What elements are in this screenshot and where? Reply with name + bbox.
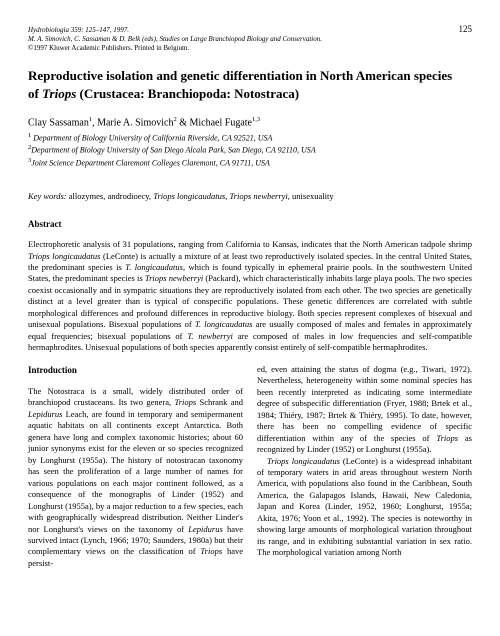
abstract-heading: Abstract [28,219,472,229]
editors-line: M. A. Simovich, C. Sassaman & D. Belk (e… [28,35,322,44]
intro-para-left: The Notostraca is a small, widely distri… [28,386,243,570]
intro-para-right-2: Triops longicaudatus (LeConte) is a wide… [257,456,472,559]
affiliation-2: 2Department of Biology University of San… [28,144,472,156]
intro-para-right-1: ed, even attaining the status of dogma (… [257,364,472,456]
page-number: 125 [459,24,473,34]
keywords: Key words: allozymes, androdioecy, Triop… [28,191,472,201]
affiliation-1: 1 Department of Biology University of Ca… [28,132,472,144]
right-column: ed, even attaining the status of dogma (… [257,364,472,570]
journal-citation: Hydrobiologia 359: 125–147, 1997. [28,26,322,35]
copyright-line: ©1997 Kluwer Academic Publishers. Printe… [28,44,322,53]
introduction-heading: Introduction [28,364,243,376]
left-column: Introduction The Notostraca is a small, … [28,364,243,570]
affiliation-3: 3Joint Science Department Claremont Coll… [28,157,472,169]
authors: Clay Sassaman1, Marie A. Simovich2 & Mic… [28,116,472,128]
abstract-text: Electrophoretic analysis of 31 populatio… [28,239,472,354]
article-title: Reproductive isolation and genetic diffe… [28,67,472,102]
